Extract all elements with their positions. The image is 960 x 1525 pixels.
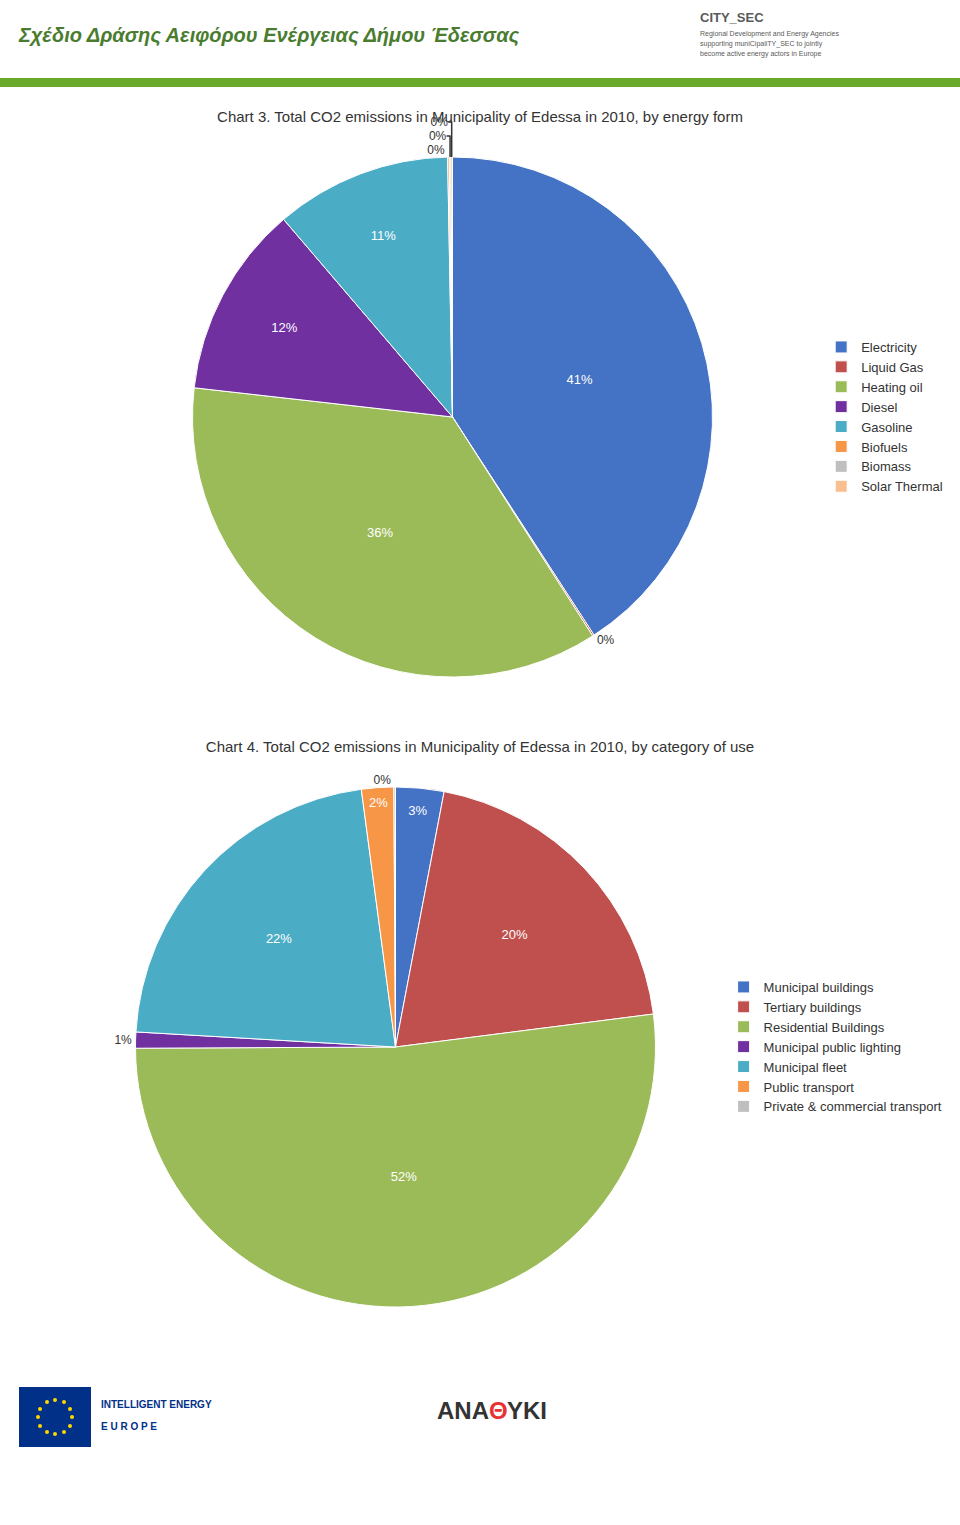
svg-text:Biomass: Biomass	[861, 459, 911, 474]
svg-text:12%: 12%	[271, 320, 297, 335]
svg-text:11%: 11%	[371, 228, 396, 243]
svg-text:Private & commercial transport: Private & commercial transport	[764, 1099, 942, 1114]
svg-text:3%: 3%	[408, 803, 427, 818]
svg-text:0%: 0%	[431, 115, 449, 129]
svg-text:Solar Thermal: Solar Thermal	[861, 479, 943, 494]
html-text:Regional Development and Energ: Regional Development and Energy Agencies…	[700, 30, 839, 57]
svg-text:20%: 20%	[502, 927, 528, 942]
svg-text:Electricity: Electricity	[861, 340, 917, 355]
svg-text:Public transport: Public transport	[764, 1080, 855, 1095]
svg-text:Biofuels: Biofuels	[861, 440, 908, 455]
svg-text:1%: 1%	[114, 1033, 132, 1047]
html-text:E U R O P E: E U R O P E	[101, 1421, 157, 1432]
svg-text:0%: 0%	[597, 633, 615, 647]
svg-text:0%: 0%	[374, 773, 392, 787]
svg-text:Diesel: Diesel	[861, 400, 897, 415]
svg-text:2%: 2%	[369, 795, 388, 810]
svg-text:Tertiary buildings: Tertiary buildings	[764, 1000, 862, 1015]
svg-text:Residential Buildings: Residential Buildings	[764, 1020, 885, 1035]
svg-text:Heating oil: Heating oil	[861, 380, 923, 395]
svg-text:Municipal buildings: Municipal buildings	[764, 980, 874, 995]
svg-text:0%: 0%	[429, 129, 447, 143]
svg-text:Chart 4. Total CO2 emissions i: Chart 4. Total CO2 emissions in Municipa…	[206, 738, 754, 755]
svg-text:Chart 3. Total CO2 emissions i: Chart 3. Total CO2 emissions in Municipa…	[217, 108, 743, 125]
svg-text:41%: 41%	[567, 372, 593, 387]
svg-text:Municipal public lighting: Municipal public lighting	[764, 1040, 901, 1055]
html-text:ANA Θ ΥΚΙ: ANA Θ ΥΚΙ	[437, 1397, 547, 1424]
svg-text:0%: 0%	[427, 143, 445, 157]
svg-text:52%: 52%	[391, 1169, 417, 1184]
svg-text:Municipal fleet: Municipal fleet	[764, 1060, 847, 1075]
html-text:CITY_SEC: CITY_SEC	[700, 10, 764, 25]
svg-text:36%: 36%	[367, 525, 393, 540]
html-text:Σχέδιο Δράσης Αειφόρου Ενέργει: Σχέδιο Δράσης Αειφόρου Ενέργειας Δήμου Έ…	[19, 24, 520, 46]
svg-text:22%: 22%	[266, 931, 292, 946]
svg-text:Gasoline: Gasoline	[861, 420, 912, 435]
svg-text:Liquid Gas: Liquid Gas	[861, 360, 924, 375]
html-text:INTELLIGENT ENERGY: INTELLIGENT ENERGY	[101, 1399, 212, 1410]
